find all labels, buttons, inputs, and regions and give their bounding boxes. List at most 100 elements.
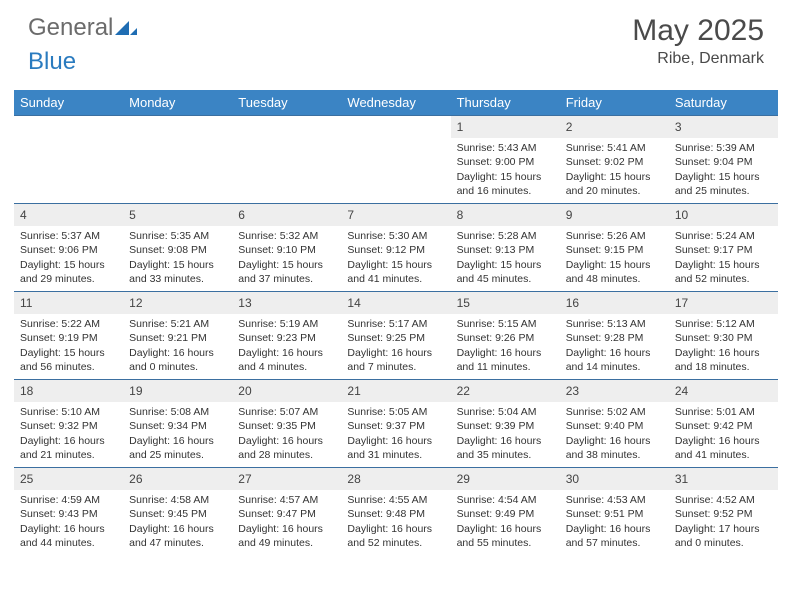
- sunrise-line: Sunrise: 5:10 AM: [20, 405, 117, 419]
- calendar-day: 16Sunrise: 5:13 AMSunset: 9:28 PMDayligh…: [560, 292, 669, 380]
- sunset-line: Sunset: 9:19 PM: [20, 331, 117, 345]
- calendar-day: 30Sunrise: 4:53 AMSunset: 9:51 PMDayligh…: [560, 468, 669, 556]
- daylight-line: Daylight: 16 hours and 4 minutes.: [238, 346, 335, 374]
- day-number: 16: [560, 292, 669, 314]
- sunrise-line: Sunrise: 5:37 AM: [20, 229, 117, 243]
- day-number: 6: [232, 204, 341, 226]
- daylight-line: Daylight: 15 hours and 20 minutes.: [566, 170, 663, 198]
- sunset-line: Sunset: 9:15 PM: [566, 243, 663, 257]
- sunrise-line: Sunrise: 4:55 AM: [347, 493, 444, 507]
- sunset-line: Sunset: 9:35 PM: [238, 419, 335, 433]
- sunset-line: Sunset: 9:12 PM: [347, 243, 444, 257]
- sunset-line: Sunset: 9:37 PM: [347, 419, 444, 433]
- day-details: Sunrise: 5:05 AMSunset: 9:37 PMDaylight:…: [341, 402, 450, 466]
- weekday-header: Tuesday: [232, 90, 341, 116]
- sunrise-line: Sunrise: 5:19 AM: [238, 317, 335, 331]
- day-number-empty: [341, 116, 450, 138]
- sunrise-line: Sunrise: 5:35 AM: [129, 229, 226, 243]
- daylight-line: Daylight: 15 hours and 52 minutes.: [675, 258, 772, 286]
- calendar-day: 20Sunrise: 5:07 AMSunset: 9:35 PMDayligh…: [232, 380, 341, 468]
- day-details: Sunrise: 5:37 AMSunset: 9:06 PMDaylight:…: [14, 226, 123, 290]
- weekday-header: Thursday: [451, 90, 560, 116]
- location: Ribe, Denmark: [632, 50, 764, 68]
- calendar-body: 1Sunrise: 5:43 AMSunset: 9:00 PMDaylight…: [14, 116, 778, 556]
- sunset-line: Sunset: 9:51 PM: [566, 507, 663, 521]
- daylight-line: Daylight: 16 hours and 11 minutes.: [457, 346, 554, 374]
- day-number: 13: [232, 292, 341, 314]
- calendar-day: 31Sunrise: 4:52 AMSunset: 9:52 PMDayligh…: [669, 468, 778, 556]
- sunset-line: Sunset: 9:43 PM: [20, 507, 117, 521]
- day-number: 26: [123, 468, 232, 490]
- sunset-line: Sunset: 9:32 PM: [20, 419, 117, 433]
- day-number-empty: [232, 116, 341, 138]
- calendar-day: 10Sunrise: 5:24 AMSunset: 9:17 PMDayligh…: [669, 204, 778, 292]
- day-details: Sunrise: 5:19 AMSunset: 9:23 PMDaylight:…: [232, 314, 341, 378]
- day-number: 2: [560, 116, 669, 138]
- day-number: 1: [451, 116, 560, 138]
- day-number: 11: [14, 292, 123, 314]
- daylight-line: Daylight: 16 hours and 18 minutes.: [675, 346, 772, 374]
- daylight-line: Daylight: 16 hours and 57 minutes.: [566, 522, 663, 550]
- daylight-line: Daylight: 15 hours and 41 minutes.: [347, 258, 444, 286]
- day-number: 12: [123, 292, 232, 314]
- month-title: May 2025: [632, 14, 764, 48]
- daylight-line: Daylight: 16 hours and 47 minutes.: [129, 522, 226, 550]
- daylight-line: Daylight: 17 hours and 0 minutes.: [675, 522, 772, 550]
- day-details: Sunrise: 5:30 AMSunset: 9:12 PMDaylight:…: [341, 226, 450, 290]
- brand-logo: GeneralBlue: [28, 14, 137, 76]
- day-details: Sunrise: 5:26 AMSunset: 9:15 PMDaylight:…: [560, 226, 669, 290]
- daylight-line: Daylight: 15 hours and 25 minutes.: [675, 170, 772, 198]
- daylight-line: Daylight: 16 hours and 35 minutes.: [457, 434, 554, 462]
- calendar-week: 11 Sunrise: 5:22 AMSunset: 9:19 PM Dayligh…: [14, 292, 778, 380]
- sunrise-line: Sunrise: 5:26 AM: [566, 229, 663, 243]
- daylight-line: Daylight: 16 hours and 38 minutes.: [566, 434, 663, 462]
- day-details: Sunrise: 4:59 AMSunset: 9:43 PMDaylight:…: [14, 490, 123, 554]
- day-details: Sunrise: 5:43 AMSunset: 9:00 PMDaylight:…: [451, 138, 560, 202]
- calendar-day: 24Sunrise: 5:01 AMSunset: 9:42 PMDayligh…: [669, 380, 778, 468]
- sunrise-line: Sunrise: 4:54 AM: [457, 493, 554, 507]
- weekday-header: Sunday: [14, 90, 123, 116]
- weekday-header: Wednesday: [341, 90, 450, 116]
- day-details: Sunrise: 5:12 AMSunset: 9:30 PMDaylight:…: [669, 314, 778, 378]
- day-number: 8: [451, 204, 560, 226]
- day-details: Sunrise: 5:21 AMSunset: 9:21 PMDaylight:…: [123, 314, 232, 378]
- calendar-empty: [232, 116, 341, 204]
- day-details: Sunrise: 4:52 AMSunset: 9:52 PMDaylight:…: [669, 490, 778, 554]
- daylight-line: Daylight: 15 hours and 16 minutes.: [457, 170, 554, 198]
- day-number: 29: [451, 468, 560, 490]
- calendar-table: SundayMondayTuesdayWednesdayThursdayFrid…: [14, 90, 778, 556]
- day-details: Sunrise: 5:07 AMSunset: 9:35 PMDaylight:…: [232, 402, 341, 466]
- daylight-line: Daylight: 16 hours and 21 minutes.: [20, 434, 117, 462]
- sunrise-line: Sunrise: 5:41 AM: [566, 141, 663, 155]
- day-details: Sunrise: 5:17 AMSunset: 9:25 PMDaylight:…: [341, 314, 450, 378]
- calendar-head: SundayMondayTuesdayWednesdayThursdayFrid…: [14, 90, 778, 116]
- sunset-line: Sunset: 9:02 PM: [566, 155, 663, 169]
- calendar-day: 21Sunrise: 5:05 AMSunset: 9:37 PMDayligh…: [341, 380, 450, 468]
- day-number: 30: [560, 468, 669, 490]
- calendar-week: 1Sunrise: 5:43 AMSunset: 9:00 PMDaylight…: [14, 116, 778, 204]
- calendar-empty: [341, 116, 450, 204]
- day-number: 25: [14, 468, 123, 490]
- daylight-line: Daylight: 15 hours and 29 minutes.: [20, 258, 117, 286]
- sunset-line: Sunset: 9:25 PM: [347, 331, 444, 345]
- day-details: Sunrise: 5:08 AMSunset: 9:34 PMDaylight:…: [123, 402, 232, 466]
- sunrise-line: Sunrise: 4:52 AM: [675, 493, 772, 507]
- day-details: Sunrise: 5:28 AMSunset: 9:13 PMDaylight:…: [451, 226, 560, 290]
- daylight-line: Daylight: 16 hours and 49 minutes.: [238, 522, 335, 550]
- day-details: Sunrise: 4:58 AMSunset: 9:45 PMDaylight:…: [123, 490, 232, 554]
- sunrise-line: Sunrise: 5:12 AM: [675, 317, 772, 331]
- calendar-day: 13Sunrise: 5:19 AMSunset: 9:23 PMDayligh…: [232, 292, 341, 380]
- sunrise-line: Sunrise: 5:39 AM: [675, 141, 772, 155]
- calendar-day: 23Sunrise: 5:02 AMSunset: 9:40 PMDayligh…: [560, 380, 669, 468]
- brand-part1: General: [28, 14, 113, 41]
- day-number: 27: [232, 468, 341, 490]
- calendar-day: 1Sunrise: 5:43 AMSunset: 9:00 PMDaylight…: [451, 116, 560, 204]
- day-number: 17: [669, 292, 778, 314]
- sunrise-line: Sunrise: 5:08 AM: [129, 405, 226, 419]
- day-number: 24: [669, 380, 778, 402]
- day-number: 28: [341, 468, 450, 490]
- brand-name: GeneralBlue: [28, 14, 137, 76]
- sunrise-line: Sunrise: 5:22 AM: [20, 317, 117, 331]
- day-details: Sunrise: 5:15 AMSunset: 9:26 PMDaylight:…: [451, 314, 560, 378]
- daylight-line: Daylight: 16 hours and 7 minutes.: [347, 346, 444, 374]
